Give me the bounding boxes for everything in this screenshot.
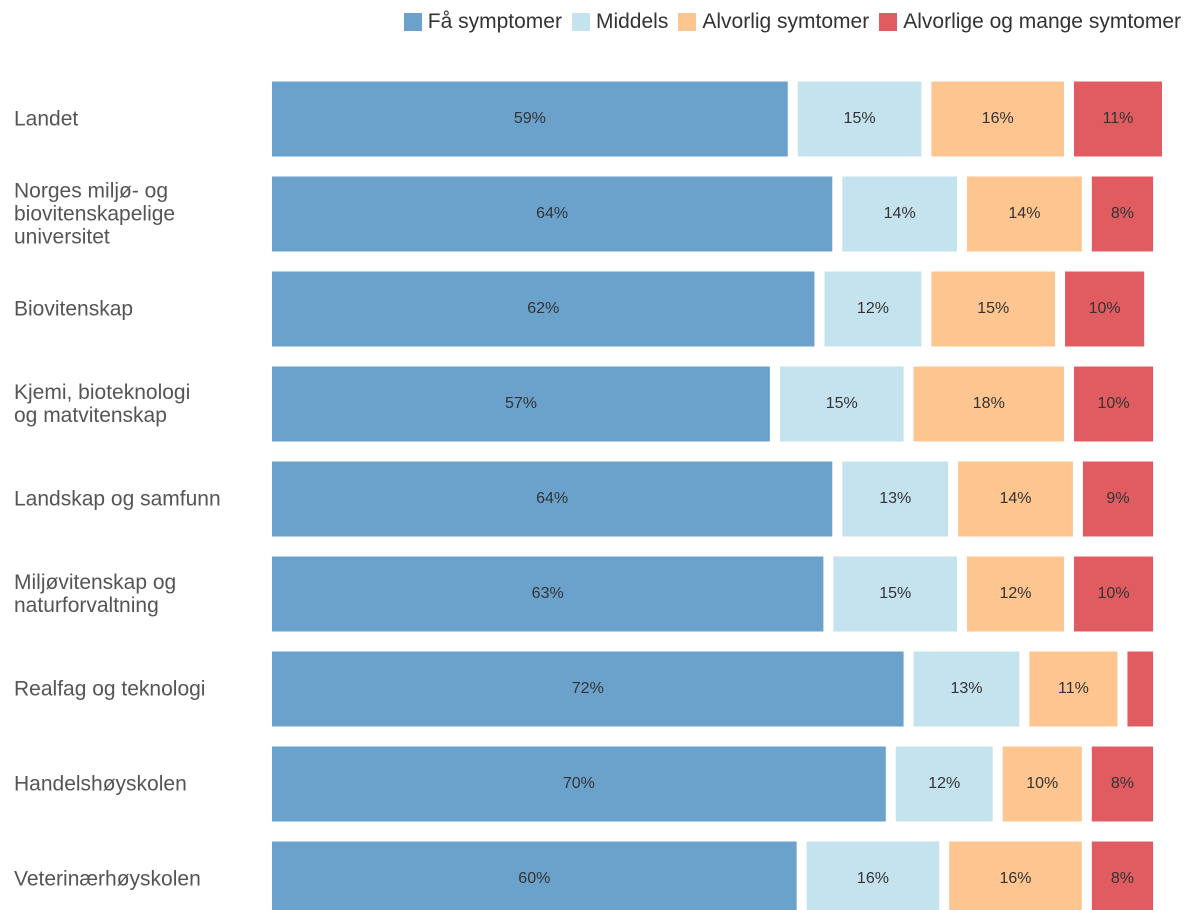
data-label: 16% xyxy=(857,870,889,887)
legend-item: Alvorlige og mange symtomer xyxy=(879,10,1181,34)
category-label: Miljøvitenskap og naturforvaltning xyxy=(14,571,177,617)
bar-segment xyxy=(895,746,993,822)
data-label: 12% xyxy=(928,775,960,792)
bar-segment xyxy=(931,271,1056,347)
data-label: 64% xyxy=(536,490,568,507)
bar-segment xyxy=(824,271,922,347)
data-label: 9% xyxy=(1106,490,1129,507)
data-label: 16% xyxy=(982,110,1014,127)
legend-swatch xyxy=(678,13,697,31)
category-label: Landet xyxy=(14,107,79,131)
bar-segment xyxy=(272,176,833,252)
bar-segment xyxy=(1127,651,1154,727)
data-label: 60% xyxy=(518,870,550,887)
data-label: 13% xyxy=(879,490,911,507)
data-label: 18% xyxy=(973,395,1005,412)
category-label: Biovitenskap xyxy=(14,297,134,321)
bar-segment xyxy=(1073,81,1162,157)
legend-swatch xyxy=(571,13,590,31)
bar-segment xyxy=(967,556,1064,632)
bar-segment xyxy=(272,366,770,442)
bar-segment xyxy=(1091,176,1154,252)
bar-segment xyxy=(1073,366,1154,442)
data-label: 70% xyxy=(563,775,595,792)
data-label: 16% xyxy=(999,870,1031,887)
bar-segment xyxy=(1029,651,1118,727)
legend-item: Få symptomer xyxy=(403,10,562,34)
bar-segment xyxy=(806,841,940,910)
category-label: Handelshøyskolen xyxy=(14,772,187,796)
data-label: 14% xyxy=(1008,205,1040,222)
category-label: Veterinærhøyskolen xyxy=(14,867,201,891)
legend-item: Middels xyxy=(571,10,669,34)
bar-segment xyxy=(272,81,788,157)
data-label: 15% xyxy=(844,110,876,127)
legend-item: Alvorlig symtomer xyxy=(678,10,869,34)
data-label: 59% xyxy=(514,110,546,127)
bar-segment xyxy=(1091,841,1154,910)
bar-segment xyxy=(272,841,797,910)
bar-segment xyxy=(931,81,1064,157)
bar-segment xyxy=(272,461,833,537)
category-label: Realfag og teknologi xyxy=(14,677,206,701)
data-label: 15% xyxy=(879,585,911,602)
bar-segment xyxy=(1082,461,1154,537)
bar-segment xyxy=(833,556,958,632)
bar-segment xyxy=(958,461,1073,537)
data-label: 10% xyxy=(1089,300,1121,317)
data-label: 14% xyxy=(999,490,1031,507)
category-label: Norges miljø- og biovitenskapelige unive… xyxy=(14,179,176,249)
data-label: 57% xyxy=(505,395,537,412)
bar-segment xyxy=(949,841,1082,910)
data-label: 10% xyxy=(1026,775,1058,792)
legend-label: Alvorlige og mange symtomer xyxy=(903,10,1181,33)
legend-label: Få symptomer xyxy=(427,10,562,33)
bar-segment xyxy=(779,366,904,442)
bar-segment xyxy=(967,176,1082,252)
bar-segment xyxy=(1091,746,1154,822)
data-label: 11% xyxy=(1103,110,1134,127)
data-label: 8% xyxy=(1111,205,1134,222)
bar-segment xyxy=(913,366,1064,442)
legend-label: Alvorlig symtomer xyxy=(702,10,870,33)
legend-label: Middels xyxy=(595,10,669,33)
bar-segment xyxy=(272,556,824,632)
bar-segment xyxy=(272,651,904,727)
legend-swatch xyxy=(879,13,898,31)
data-label: 13% xyxy=(950,680,982,697)
bar-segment xyxy=(1065,271,1145,347)
data-label: 14% xyxy=(884,205,916,222)
data-label: 12% xyxy=(857,300,889,317)
data-label: 12% xyxy=(999,585,1031,602)
data-label: 72% xyxy=(572,680,604,697)
data-label: 11% xyxy=(1058,680,1089,697)
legend-swatch xyxy=(403,13,422,31)
bar-segment xyxy=(842,461,949,537)
data-label: 8% xyxy=(1111,870,1134,887)
data-label: 15% xyxy=(977,300,1009,317)
bar-segment xyxy=(913,651,1020,727)
bar-segment xyxy=(1002,746,1082,822)
data-label: 10% xyxy=(1098,395,1130,412)
data-label: 15% xyxy=(826,395,858,412)
data-label: 62% xyxy=(527,300,559,317)
bar-segment xyxy=(842,176,958,252)
legend: Få symptomer Middels Alvorlig symtomer Alvo… xyxy=(394,10,1181,34)
bar-segment xyxy=(272,746,886,822)
category-label: Kjemi, bioteknologi og matvitenskap xyxy=(14,381,191,427)
category-label: Landskap og samfunn xyxy=(14,487,221,511)
data-label: 63% xyxy=(532,585,564,602)
data-label: 8% xyxy=(1111,775,1134,792)
bar-segment xyxy=(272,271,815,347)
bar-segment xyxy=(1073,556,1154,632)
bar-segment xyxy=(797,81,922,157)
data-label: 10% xyxy=(1098,585,1130,602)
data-label: 64% xyxy=(536,205,568,222)
